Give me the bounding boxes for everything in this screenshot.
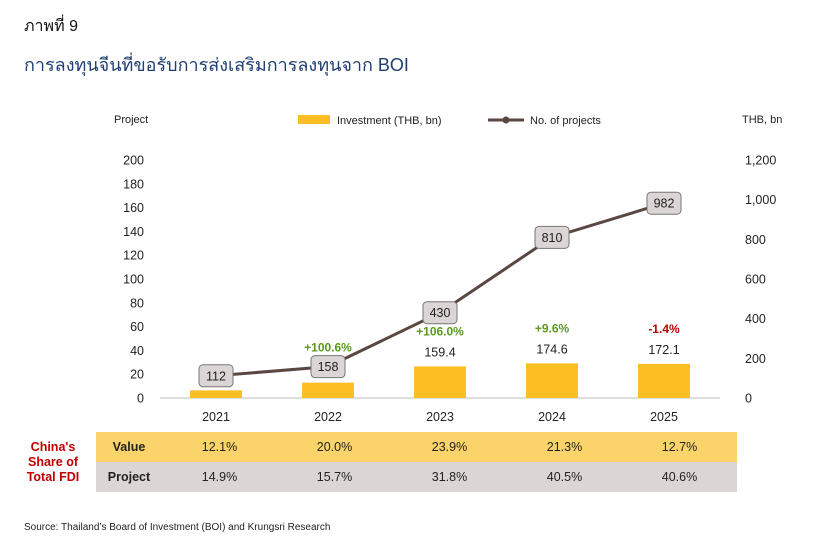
bar-value-label: 159.4 [424,345,455,359]
fdi-label-line: Share of [27,455,78,469]
figure-label: ภาพที่ 9 [24,18,78,35]
right-tick-label: 1,000 [745,193,776,207]
project-value-label: 982 [654,197,675,211]
left-tick-label: 40 [130,344,144,358]
left-tick-label: 140 [123,225,144,239]
right-tick-label: 1,200 [745,154,776,168]
project-point-box [198,364,234,388]
project-point-box [534,225,570,249]
left-tick-label: 180 [123,177,144,191]
table-row-project: Project 14.9% 15.7% 31.8% 40.5% 40.6% [96,462,737,492]
bar-value-label: 174.6 [536,342,567,356]
legend-label-investment: Investment (THB, bn) [337,115,442,127]
investment-bar [190,390,242,398]
category-label: 2022 [314,410,342,424]
growth-label: +9.6% [535,321,570,335]
table-cell: 40.6% [622,462,737,492]
left-tick-label: 60 [130,320,144,334]
right-tick-label: 0 [745,392,752,406]
source-note: Source: Thailand’s Board of Investment (… [24,522,331,533]
category-label: 2025 [650,410,678,424]
fdi-share-table: Value 12.1% 20.0% 23.9% 21.3% 12.7% Proj… [96,432,737,492]
fdi-label-line: Total FDI [26,470,80,484]
category-label: 2023 [426,410,454,424]
right-tick-label: 200 [745,352,766,366]
project-value-label: 430 [430,306,451,320]
left-tick-label: 20 [130,368,144,382]
table-cell: 40.5% [507,462,622,492]
left-axis-title: Project [114,114,148,126]
combo-chart: Project THB, bn 0 20 40 60 80 100 120 140 160 180 20… [114,114,782,424]
table-cell: 12.1% [162,432,277,462]
investment-bar [414,366,466,398]
left-tick-label: 0 [137,392,144,406]
project-point-box [310,355,346,379]
growth-label: +106.0% [416,324,464,338]
legend-label-projects: No. of projects [530,115,601,127]
left-tick-label: 160 [123,201,144,215]
table-cell: 20.0% [277,432,392,462]
investment-bar [638,363,690,398]
table-cell: 23.9% [392,432,507,462]
project-point-box [422,301,458,325]
project-point-box [646,191,682,215]
right-tick-label: 600 [745,273,766,287]
project-value-label: 810 [542,231,563,245]
table-cell: 12.7% [622,432,737,462]
left-tick-label: 100 [123,273,144,287]
category-label: 2021 [202,410,230,424]
project-value-label: 158 [318,360,339,374]
growth-label: +100.6% [304,341,352,355]
table-cell: 31.8% [392,462,507,492]
fdi-label-line: China's [30,440,76,454]
left-tick-label: 200 [123,154,144,168]
row-header: Project [96,462,162,492]
bar-value-label: 172.1 [648,343,679,357]
legend-marker-projects [502,116,510,124]
table-cell: 15.7% [277,462,392,492]
fdi-share-label: China's Share of Total FDI [18,440,88,485]
left-tick-label: 80 [130,296,144,310]
row-header: Value [96,432,162,462]
right-tick-label: 800 [745,233,766,247]
right-tick-label: 400 [745,312,766,326]
right-axis-title: THB, bn [742,114,782,126]
investment-bar [302,382,354,398]
category-label: 2024 [538,410,566,424]
project-value-label: 112 [206,369,226,383]
legend-swatch-investment [298,115,330,124]
left-tick-label: 120 [123,249,144,263]
investment-bar [526,363,578,398]
chart-title: การลงทุนจีนที่ขอรับการส่งเสริมการลงทุนจา… [24,55,409,75]
growth-label: -1.4% [648,322,680,336]
table-cell: 14.9% [162,462,277,492]
table-cell: 21.3% [507,432,622,462]
table-row-value: Value 12.1% 20.0% 23.9% 21.3% 12.7% [96,432,737,462]
